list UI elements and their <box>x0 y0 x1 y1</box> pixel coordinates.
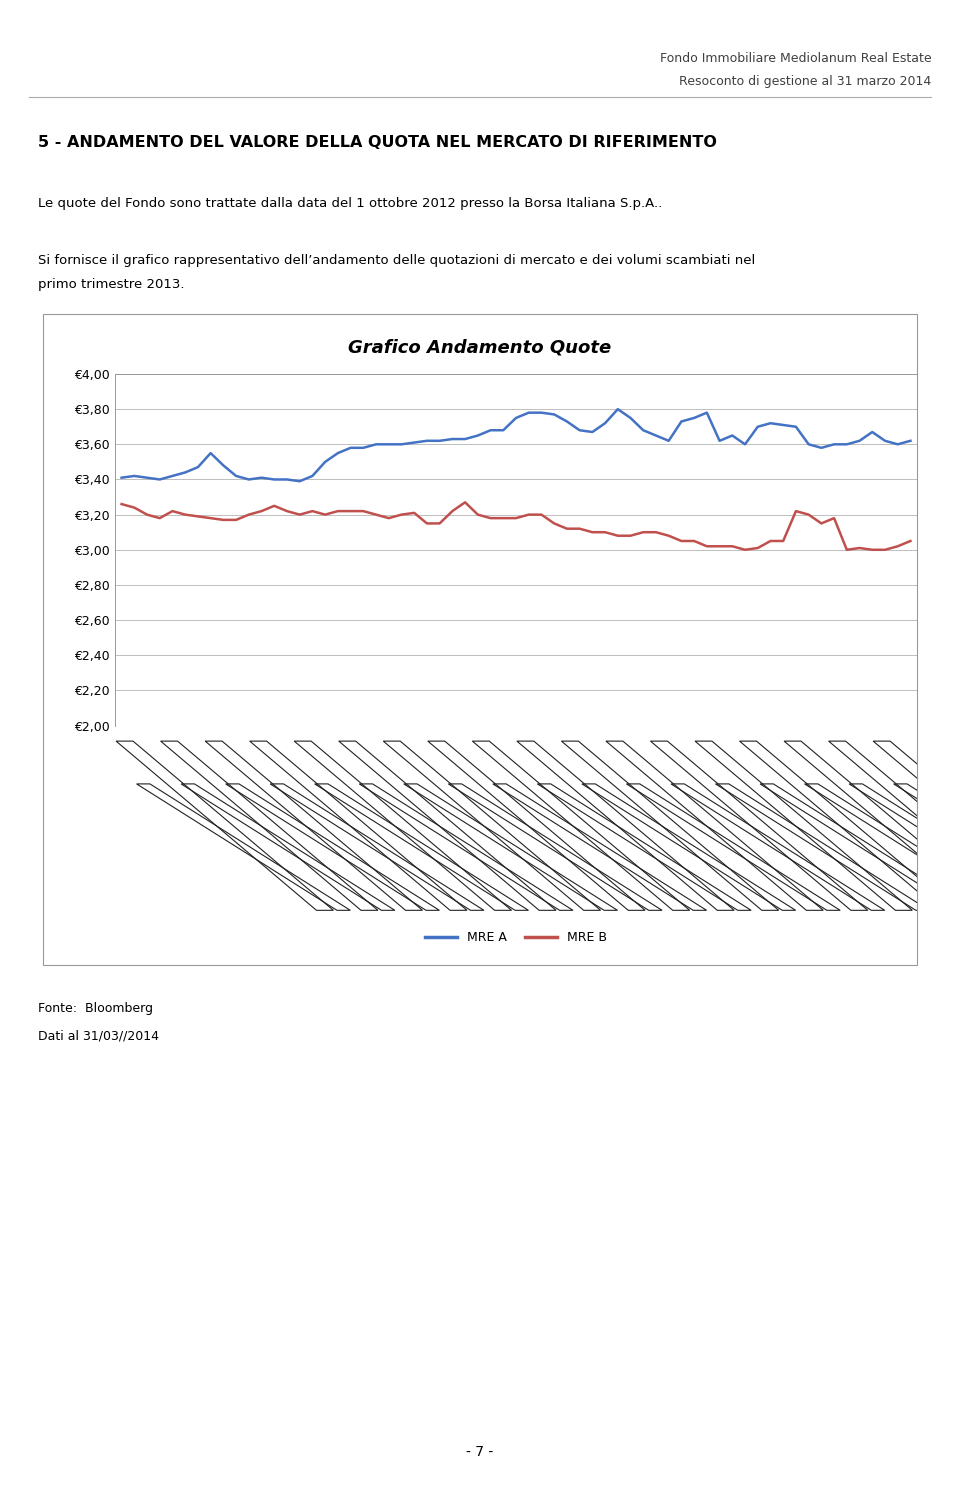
Text: primo trimestre 2013.: primo trimestre 2013. <box>38 278 185 292</box>
Text: Le quote del Fondo sono trattate dalla data del 1 ottobre 2012 presso la Borsa I: Le quote del Fondo sono trattate dalla d… <box>38 197 662 211</box>
Text: Fondo Immobiliare Mediolanum Real Estate: Fondo Immobiliare Mediolanum Real Estate <box>660 52 931 66</box>
Legend: MRE A, MRE B: MRE A, MRE B <box>420 926 612 950</box>
Text: Dati al 31/03//2014: Dati al 31/03//2014 <box>38 1029 159 1043</box>
Text: Resoconto di gestione al 31 marzo 2014: Resoconto di gestione al 31 marzo 2014 <box>679 75 931 88</box>
Text: 5 - ANDAMENTO DEL VALORE DELLA QUOTA NEL MERCATO DI RIFERIMENTO: 5 - ANDAMENTO DEL VALORE DELLA QUOTA NEL… <box>38 135 717 150</box>
Text: Si fornisce il grafico rappresentativo dell’andamento delle quotazioni di mercat: Si fornisce il grafico rappresentativo d… <box>38 254 756 268</box>
Text: Grafico Andamento Quote: Grafico Andamento Quote <box>348 338 612 356</box>
Text: Fonte:  Bloomberg: Fonte: Bloomberg <box>38 1002 154 1016</box>
Text: - 7 -: - 7 - <box>467 1445 493 1459</box>
